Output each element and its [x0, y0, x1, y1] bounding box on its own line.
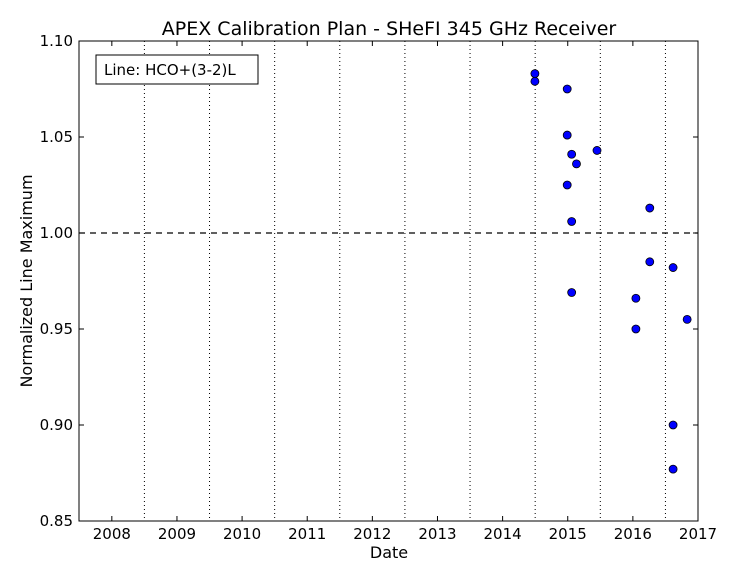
data-point	[530, 76, 540, 86]
x-tick-label: 2012	[353, 525, 391, 543]
data-point	[645, 257, 655, 267]
data-point	[682, 314, 692, 324]
x-tick-label: 2014	[484, 525, 522, 543]
data-point	[645, 203, 655, 213]
legend-box	[95, 54, 259, 85]
legend-text: Line: HCO+(3-2)L	[104, 61, 236, 79]
data-point	[631, 293, 641, 303]
data-point	[572, 159, 581, 169]
chart-title: APEX Calibration Plan - SHeFI 345 GHz Re…	[162, 18, 617, 40]
data-point	[668, 263, 678, 272]
x-tick-label: 2010	[223, 525, 261, 543]
data-point	[668, 420, 678, 430]
data-point	[530, 69, 540, 79]
data-point	[562, 180, 572, 190]
grid-lines	[143, 41, 666, 521]
y-tick-label: 1.00	[40, 224, 73, 242]
plot-frame	[78, 40, 699, 522]
y-tick-label: 0.90	[40, 416, 73, 434]
x-tick-label: 2008	[93, 525, 131, 543]
y-axis-label: Normalized Line Maximum	[17, 174, 36, 387]
data-point	[668, 464, 678, 474]
data-point	[567, 149, 577, 159]
x-tick-label: 2009	[158, 525, 196, 543]
x-tick-label: 2011	[288, 525, 326, 543]
x-tick-label: 2016	[614, 525, 652, 543]
y-tick-label: 1.10	[40, 32, 73, 50]
data-point	[562, 84, 572, 94]
x-tick-label: 2017	[679, 525, 717, 543]
axis-ticks: 2008 2009 2010 2011 2012 2013 2014 2015 2016 2017…	[40, 32, 718, 543]
data-point	[631, 324, 641, 334]
x-tick-label: 2013	[418, 525, 456, 543]
data-point	[567, 217, 577, 226]
y-tick-label: 0.85	[40, 512, 73, 530]
legend: Line: HCO+(3-2)L	[95, 54, 259, 85]
data-point	[592, 146, 602, 155]
x-axis-label: Date	[370, 543, 408, 562]
data-point	[562, 130, 572, 140]
x-tick-label: 2015	[549, 525, 587, 543]
data-point	[567, 288, 577, 297]
data-points	[530, 69, 692, 474]
y-tick-label: 0.95	[40, 320, 73, 338]
y-tick-label: 1.05	[40, 128, 73, 146]
